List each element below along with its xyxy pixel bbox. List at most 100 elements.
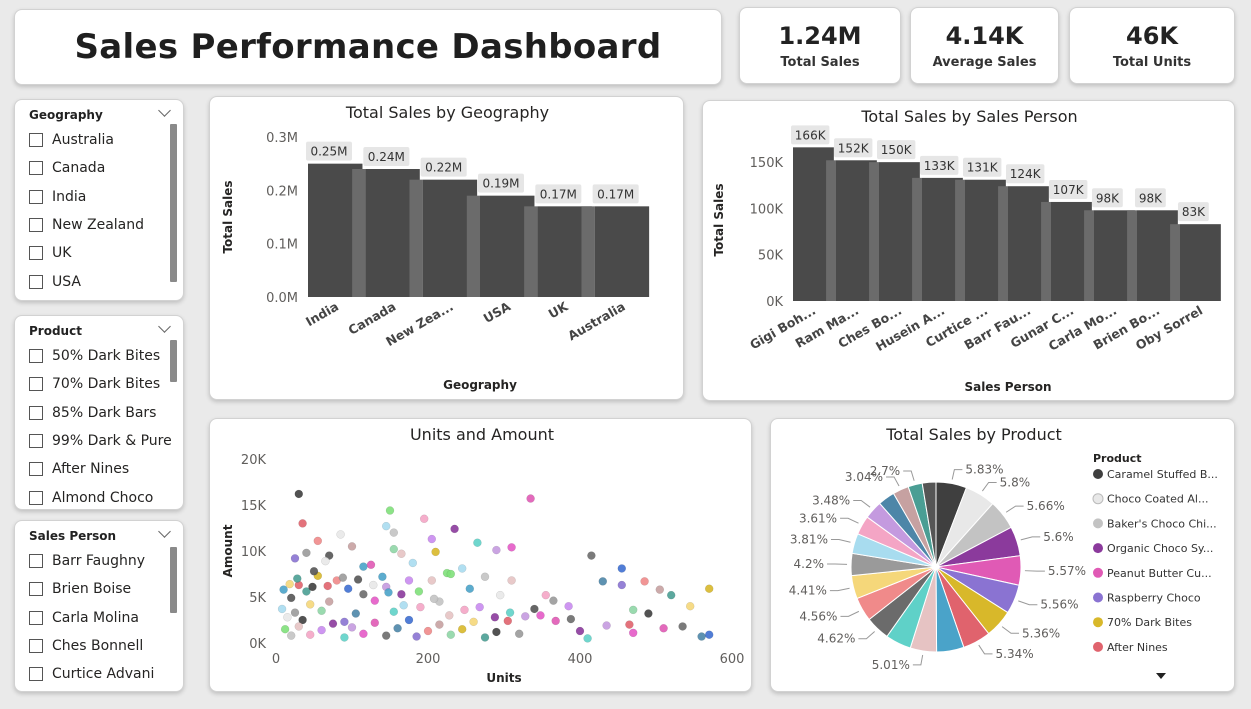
scrollbar[interactable] [170,547,177,613]
slice-label: 4.41% [789,584,827,598]
scatter-point [704,584,714,593]
data-label-bg [1178,202,1209,222]
scatter-point [277,604,287,614]
kpi-total-units[interactable]: 46K Total Units [1069,7,1235,84]
scatter-point [526,494,535,503]
slice-label: 4.56% [799,609,837,623]
checkbox[interactable] [29,667,43,682]
checkbox[interactable] [29,133,43,148]
scatter-point [298,519,307,528]
label-leader-line [1020,536,1041,541]
checkbox[interactable] [29,377,43,392]
scatter-point [514,629,524,639]
slicer-item[interactable]: Carla Molina [29,604,183,632]
kpi-value: 1.24M [778,22,862,50]
scatter-point [283,612,292,622]
x-axis-title: Sales Person [964,380,1051,394]
product-pie-chart[interactable]: Total Sales by Product 5.83% 5.8% 5.66% 5.6%… [770,418,1235,692]
bar-step-shade [1041,201,1051,301]
scatter-point [298,615,307,625]
slicer-item-label: 99% Dark & Pure [52,433,172,450]
x-axis-title: Geography [443,378,517,392]
slicer-item[interactable]: Brien Boise [29,575,183,603]
scatter-point [359,589,368,599]
scatter-point [389,544,399,554]
bar-step-shade [912,177,922,301]
legend-entry: Peanut Butter Cu... [1107,567,1212,580]
slicer-item[interactable]: After Nines [29,455,183,483]
checkbox[interactable] [29,189,43,204]
sales-person-bar-chart[interactable]: Total Sales by Sales Person 0K 50K 100K 150K… [702,100,1235,401]
slicer-item[interactable]: Almond Choco [29,483,183,505]
slicer-item[interactable]: USA [29,267,183,295]
scatter-point [338,573,348,582]
slicer-item[interactable]: 70% Dark Bites [29,370,183,398]
scrollbar[interactable] [170,340,177,382]
slicer-item[interactable]: UK [29,239,183,267]
slicer-item-label: USA [52,273,81,290]
data-label-bg [834,138,873,158]
scatter-chart-svg: Units and Amount 0K 5K 10K 15K 20K 0 200 400 600 A… [221,425,744,685]
scatter-point [290,554,300,563]
scatter-point [655,585,665,594]
checkbox[interactable] [29,610,43,625]
geography-bar-chart[interactable]: Total Sales by Geography 0.0M 0.1M 0.2M 0.3M… [209,96,684,400]
slicer-item[interactable]: Canada [29,154,183,182]
scatter-point [460,605,469,615]
scatter-point [473,538,482,547]
checkbox[interactable] [29,582,43,597]
slicer-item[interactable]: 85% Dark Bars [29,399,183,427]
checkbox[interactable] [29,218,43,233]
scatter-point [507,543,516,552]
kpi-total-sales[interactable]: 1.24M Total Sales [739,7,901,84]
data-label: 0.17M [540,187,577,201]
checkbox[interactable] [29,405,43,420]
checkbox[interactable] [29,161,43,176]
scatter-point [389,528,399,537]
scatter-point [480,572,490,582]
bar-step-shade [1127,210,1137,301]
checkbox[interactable] [29,462,43,477]
scrollbar[interactable] [170,124,177,282]
sales-person-chart-svg: Total Sales by Sales Person 0K 50K 100K 150K… [712,107,1221,394]
checkbox[interactable] [29,554,43,569]
slicer-item[interactable]: New Zealand [29,211,183,239]
units-amount-scatter-chart[interactable]: Units and Amount 0K 5K 10K 15K 20K 0 200 400 600 A… [209,418,752,692]
slice-label: 5.36% [1022,626,1060,640]
checkbox[interactable] [29,349,43,364]
y-tick-label: 0.3M [266,131,298,146]
checkbox[interactable] [29,639,43,654]
data-label: 0.19M [482,177,519,191]
page-title: Sales Performance Dashboard [74,27,662,67]
slicer-item[interactable]: Barr Faughny [29,547,183,575]
scatter-point [340,633,349,642]
slicer-item[interactable]: India [29,183,183,211]
slicer-list: Barr Faughny Brien Boise Carla Molina Ch… [29,547,183,688]
y-tick-label: 0K [249,637,266,652]
checkbox[interactable] [29,434,43,449]
scatter-point [397,589,406,599]
checkbox[interactable] [29,246,43,261]
slicer-item[interactable]: Ches Bonnell [29,632,183,660]
scatter-point [566,614,576,624]
legend-entry: 70% Dark Bites [1107,616,1192,629]
kpi-average-sales[interactable]: 4.14K Average Sales [910,7,1059,84]
slicer-item[interactable]: 50% Dark Bites [29,342,183,370]
slicer-item[interactable]: Australia [29,126,183,154]
scatter-point [309,566,319,576]
bar-step-shade [581,206,595,297]
product-slicer: Product 50% Dark Bites 70% Dark Bites 85… [14,315,184,510]
slicer-item-label: Curtice Advani [52,666,155,683]
checkbox[interactable] [29,274,43,289]
slicer-item[interactable]: Curtice Advani [29,660,183,688]
scatter-point [324,597,334,606]
legend-entry: Raspberry Choco [1107,592,1201,605]
slicer-title: Product [29,324,82,338]
bar-step-shade [1084,210,1094,301]
kpi-value: 46K [1126,22,1178,50]
scatter-point [507,576,516,585]
scatter-point [404,576,414,585]
checkbox[interactable] [29,490,43,505]
slicer-item[interactable]: 99% Dark & Pure [29,427,183,455]
scatter-point [450,524,459,534]
